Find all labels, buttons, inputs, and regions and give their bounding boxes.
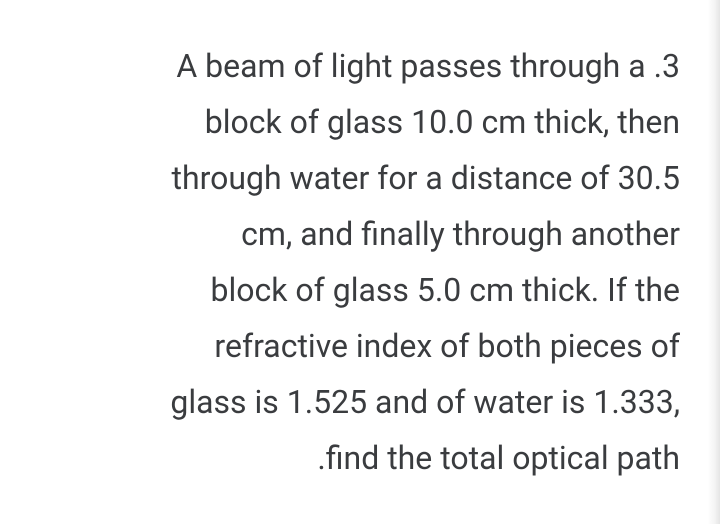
text-line: through water for a distance of 30.5 xyxy=(170,150,680,206)
text-line: block of glass 5.0 cm thick. If the xyxy=(170,262,680,318)
text-line: glass is 1.525 and of water is 1.333, xyxy=(170,374,680,430)
document-container: A beam of light passes through a .3 bloc… xyxy=(0,0,720,524)
text-line: A beam of light passes through a .3 xyxy=(170,38,680,94)
text-line: block of glass 10.0 cm thick, then xyxy=(170,94,680,150)
text-line: .find the total optical path xyxy=(170,430,680,486)
text-line: refractive index of both pieces of xyxy=(170,318,680,374)
text-line: cm, and finally through another xyxy=(170,206,680,262)
problem-text: A beam of light passes through a .3 bloc… xyxy=(170,38,680,486)
